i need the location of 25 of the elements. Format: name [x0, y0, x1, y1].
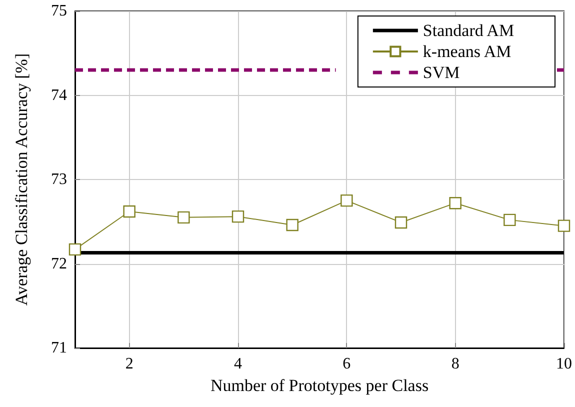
point	[394, 216, 408, 229]
point	[178, 211, 190, 224]
x-axis-title: Number of Prototypes per Class	[210, 376, 429, 395]
point	[286, 218, 298, 232]
point	[123, 205, 136, 218]
y-tick-label: 73	[51, 171, 67, 188]
point	[232, 210, 244, 223]
point	[340, 194, 353, 207]
x-tick-label: 4	[234, 356, 242, 372]
legend-label: k-means AM	[422, 42, 512, 61]
y-tick-label: 72	[51, 255, 67, 272]
x-tick-label: 8	[451, 356, 460, 372]
point	[449, 196, 462, 210]
x-tick-label: 10	[556, 356, 572, 372]
x-tick-label: 6	[342, 356, 351, 372]
legend-label: Standard AM	[422, 21, 514, 40]
point	[68, 243, 82, 256]
x-tick-label: 2	[125, 356, 134, 372]
y-axis-title: Average Classification Accuracy [%]	[12, 53, 31, 306]
point	[504, 214, 516, 226]
point	[558, 220, 570, 232]
y-tick-label: 71	[51, 340, 67, 356]
legend-label: SVM	[422, 63, 460, 82]
y-tick-label: 75	[51, 2, 67, 20]
y-tick-label: 74	[51, 86, 67, 104]
